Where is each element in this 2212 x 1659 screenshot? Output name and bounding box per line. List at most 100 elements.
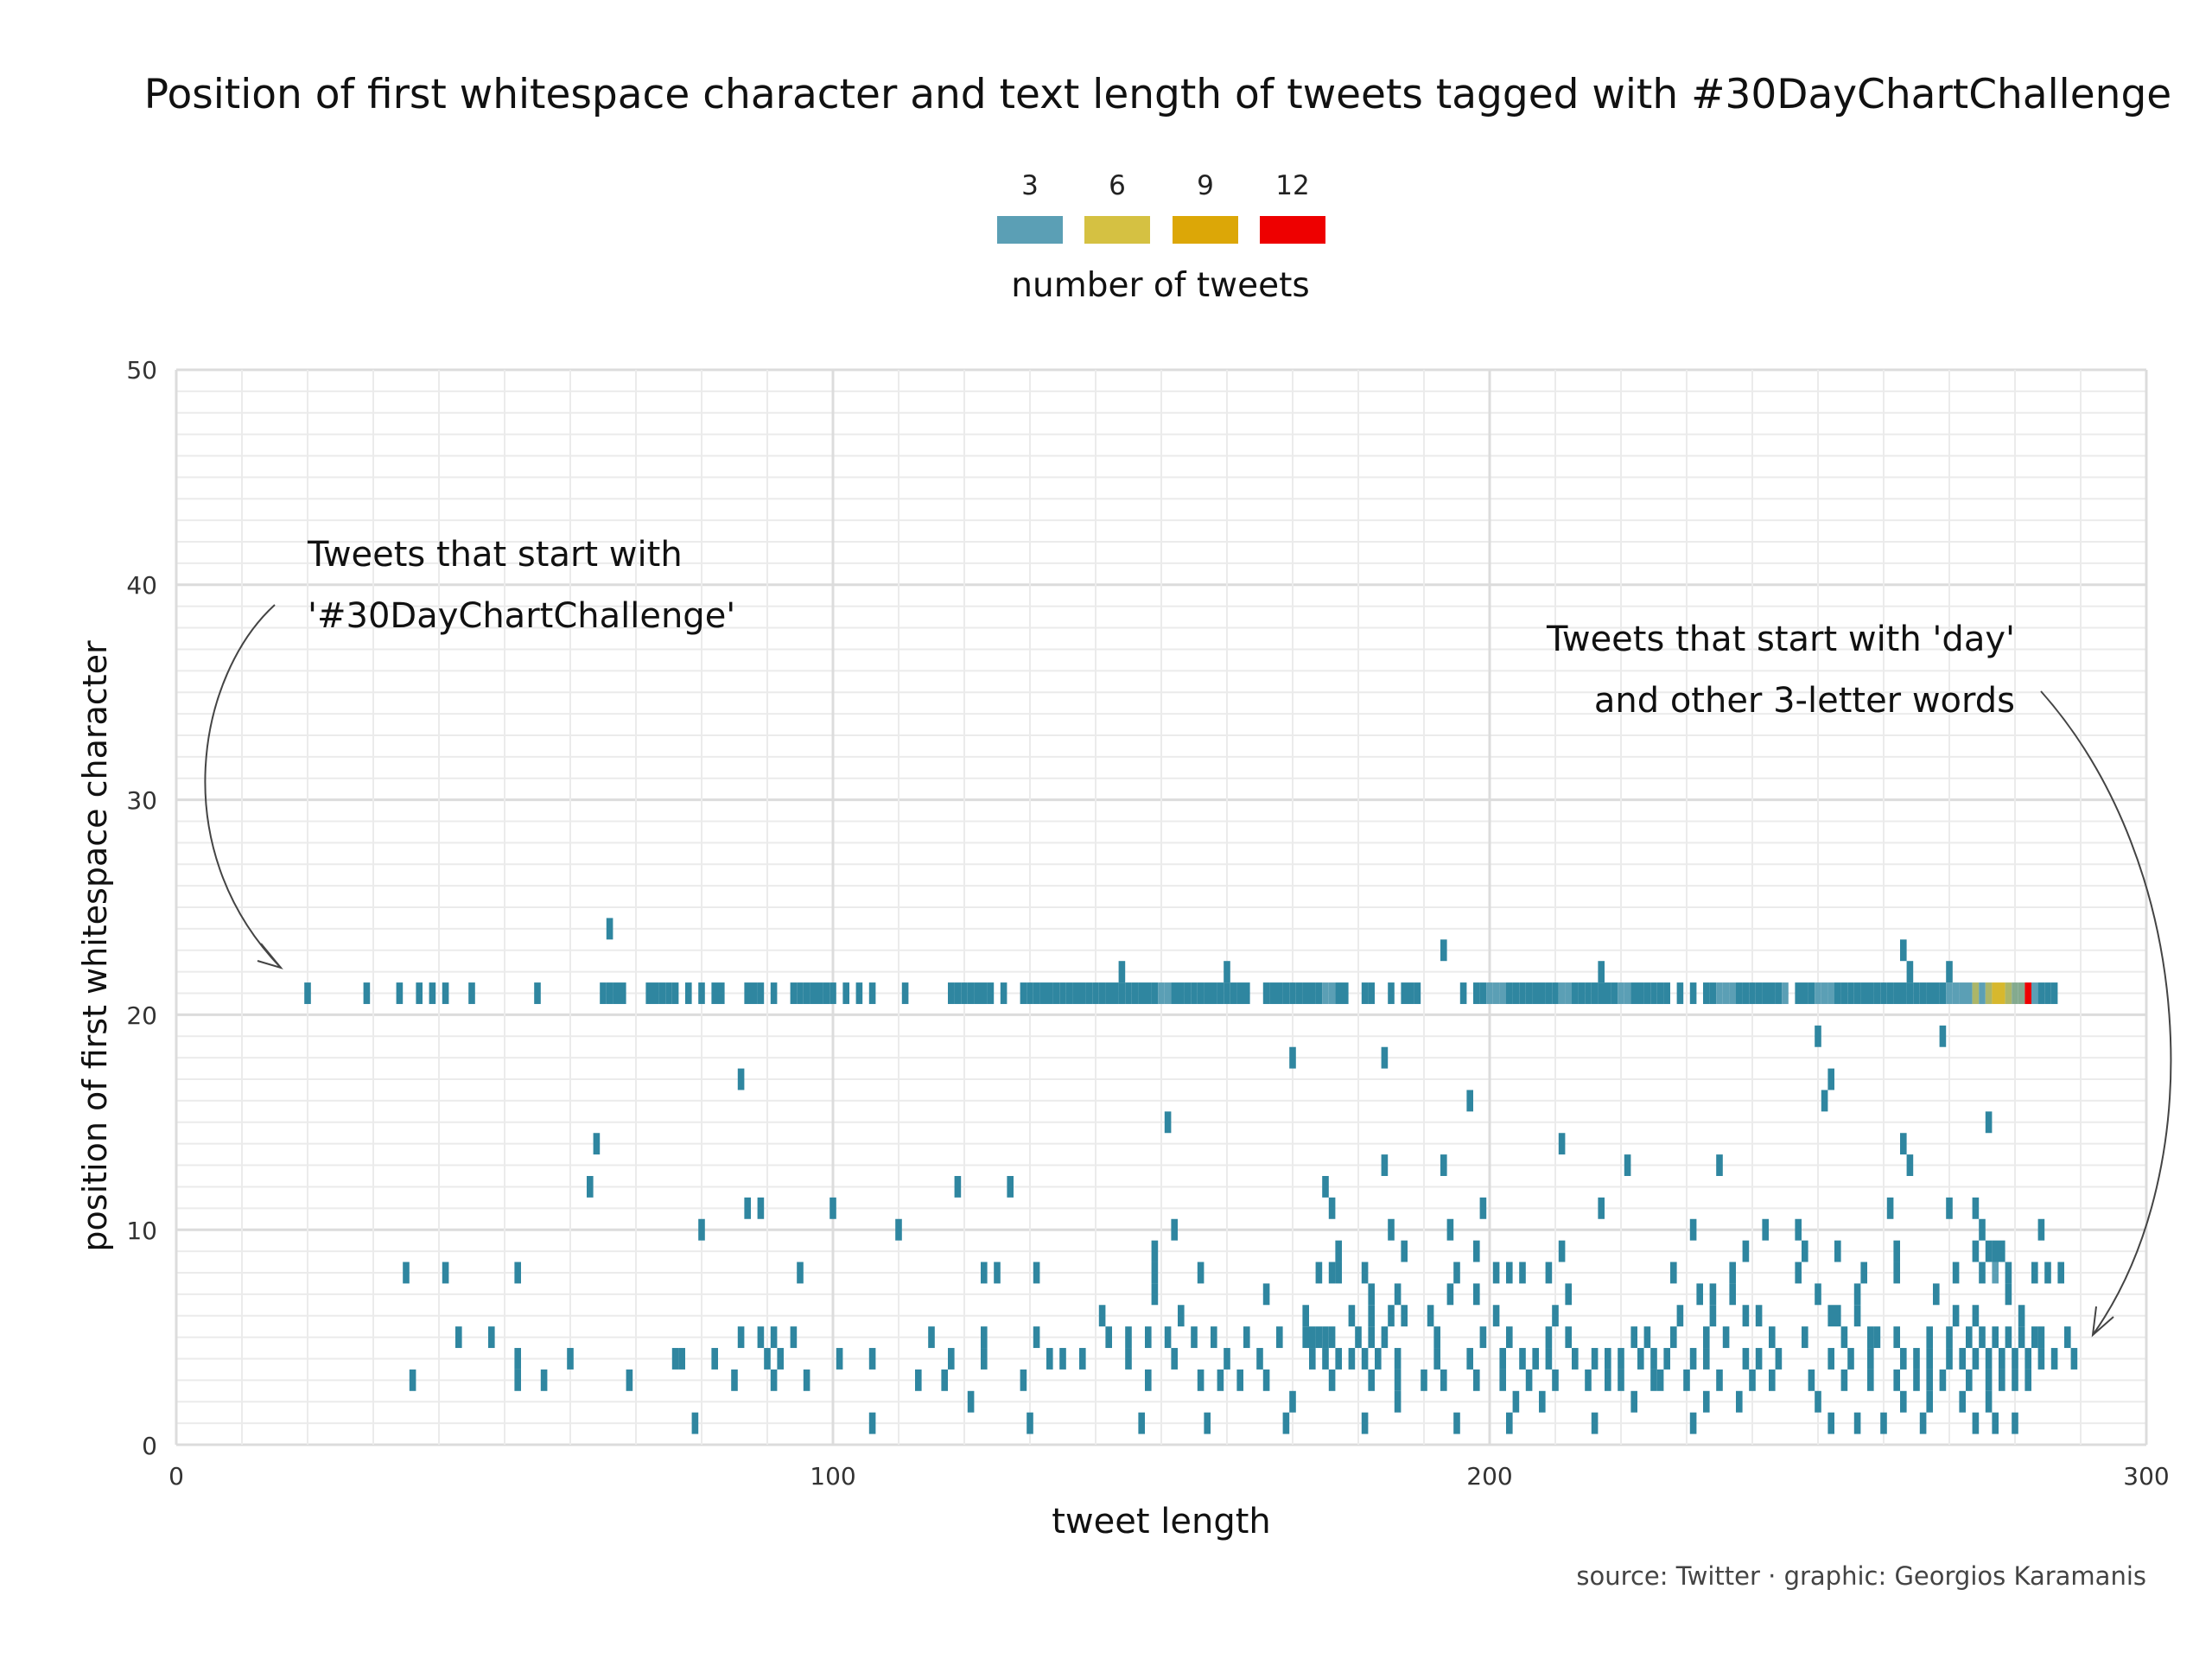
heatmap-cell	[685, 982, 692, 1004]
heatmap-cell	[1519, 982, 1526, 1004]
heatmap-cell	[1572, 1348, 1579, 1370]
heatmap-cell	[1394, 1283, 1402, 1306]
heatmap-cell	[1525, 982, 1533, 1004]
heatmap-cell	[1676, 982, 1684, 1004]
heatmap-cell	[1893, 982, 1900, 1004]
heatmap-cell	[1598, 982, 1605, 1004]
heatmap-cell	[1211, 982, 1217, 1004]
heatmap-cell	[1900, 1390, 1907, 1413]
heatmap-cell	[1585, 982, 1592, 1004]
heatmap-cell	[1138, 1412, 1145, 1434]
heatmap-cell	[1689, 982, 1697, 1004]
heatmap-cell	[442, 982, 449, 1004]
heatmap-cell	[1459, 982, 1467, 1004]
heatmap-cell	[1046, 1348, 1053, 1370]
heatmap-cell	[2070, 1348, 2078, 1370]
heatmap-cell	[1394, 1348, 1402, 1370]
heatmap-cell	[1952, 1262, 1960, 1284]
heatmap-cell	[830, 982, 836, 1004]
heatmap-cell	[1492, 982, 1500, 1004]
x-tick-label: 300	[2123, 1462, 2169, 1491]
heatmap-cell	[1125, 1348, 1132, 1370]
heatmap-cell	[1328, 1197, 1336, 1219]
heatmap-cell	[1335, 1348, 1342, 1370]
heatmap-cell	[2012, 1348, 2018, 1370]
heatmap-cell	[1348, 1348, 1356, 1370]
heatmap-cell	[1985, 1348, 1993, 1370]
heatmap-cell	[1388, 1218, 1395, 1241]
heatmap-cell	[1164, 982, 1172, 1004]
heatmap-cell	[1630, 1390, 1637, 1413]
heatmap-cell	[1933, 982, 1940, 1004]
heatmap-cell	[2012, 1369, 2018, 1391]
heatmap-cell	[1572, 982, 1579, 1004]
heatmap-cell	[1992, 1240, 1999, 1262]
heatmap-cell	[1197, 1262, 1205, 1284]
heatmap-cell	[737, 1068, 745, 1090]
heatmap-cell	[1519, 1348, 1526, 1370]
heatmap-cell	[1191, 982, 1198, 1004]
heatmap-cell	[1683, 1369, 1690, 1391]
heatmap-cell	[665, 982, 672, 1004]
heatmap-cell	[1479, 1326, 1487, 1349]
legend-swatch	[1173, 216, 1238, 244]
annotation-left-arrow	[204, 604, 282, 969]
heatmap-cell	[1689, 1412, 1697, 1434]
legend-break-label: 6	[1109, 170, 1126, 201]
heatmap-cell	[1552, 982, 1559, 1004]
heatmap-cell	[1039, 982, 1046, 1004]
heatmap-cell	[928, 1326, 935, 1349]
heatmap-cell	[1322, 982, 1329, 1004]
heatmap-cell	[1880, 982, 1887, 1004]
heatmap-cell	[1656, 982, 1664, 1004]
heatmap-cell	[770, 1369, 778, 1391]
heatmap-cell	[1453, 1262, 1460, 1284]
heatmap-cell	[1361, 1412, 1369, 1434]
heatmap-cell	[981, 1326, 988, 1349]
heatmap-cell	[2005, 1326, 2012, 1349]
heatmap-cell	[1795, 1218, 1802, 1241]
heatmap-cell	[1315, 1326, 1323, 1349]
heatmap-cell	[1276, 1326, 1283, 1349]
heatmap-cell	[842, 982, 849, 1004]
heatmap-cell	[468, 982, 475, 1004]
heatmap-cell	[2044, 982, 2051, 1004]
heatmap-cell	[1565, 1283, 1572, 1306]
heatmap-cell	[1342, 982, 1349, 1004]
heatmap-cell	[1906, 961, 1914, 983]
heatmap-cell	[1979, 1262, 1986, 1284]
heatmap-cell	[987, 982, 995, 1004]
heatmap-cell	[1853, 1412, 1861, 1434]
heatmap-cell	[1138, 982, 1145, 1004]
heatmap-cell	[1821, 1090, 1828, 1112]
heatmap-cell	[1886, 982, 1894, 1004]
y-axis: 0 10 20 30 40 50 position of first white…	[76, 356, 157, 1460]
heatmap-cell	[1966, 1326, 1973, 1349]
annotation-right-arrowhead	[2091, 1306, 2114, 1338]
heatmap-cell	[1762, 1218, 1769, 1241]
heatmap-cell	[1079, 1348, 1086, 1370]
heatmap-cell	[1545, 982, 1553, 1004]
heatmap-cell	[691, 1412, 699, 1434]
heatmap-cell	[1027, 1412, 1033, 1434]
legend: 3 6 9 12 number of tweets	[997, 170, 1325, 305]
heatmap-cell	[1670, 1326, 1677, 1349]
grid	[175, 368, 2148, 1446]
heatmap-cell	[396, 982, 404, 1004]
heatmap-cell	[1880, 1412, 1887, 1434]
heatmap-cell	[1282, 982, 1290, 1004]
heatmap-cell	[981, 982, 988, 1004]
heatmap-cell	[1230, 982, 1237, 1004]
heatmap-cell	[1709, 982, 1717, 1004]
heatmap-cell	[1985, 1240, 1993, 1262]
heatmap-cell	[1696, 1283, 1703, 1306]
heatmap-cell	[1815, 1283, 1821, 1306]
heatmap-cell	[757, 1197, 765, 1219]
legend-break-label: 9	[1197, 170, 1214, 201]
heatmap-cell	[797, 1262, 804, 1284]
heatmap-cell	[1716, 1154, 1723, 1176]
heatmap-cell	[1440, 1369, 1447, 1391]
heatmap-cell	[711, 1348, 718, 1370]
heatmap-cell	[803, 1369, 810, 1391]
heatmap-cell	[1079, 982, 1086, 1004]
